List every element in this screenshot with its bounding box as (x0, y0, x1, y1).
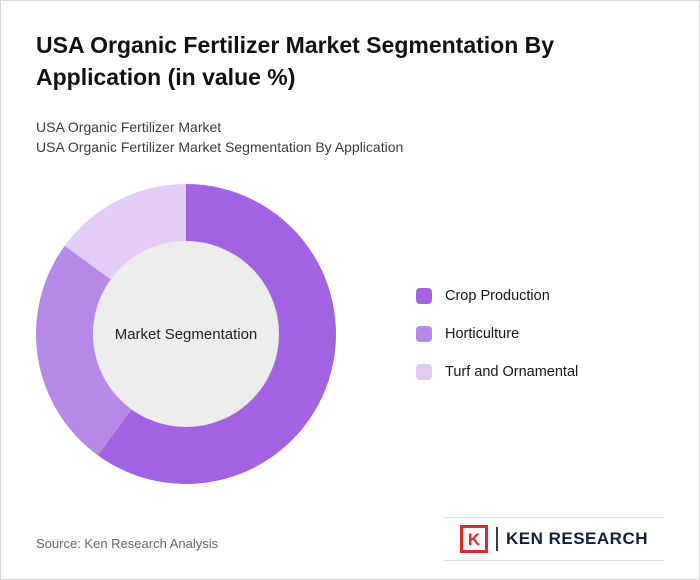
logo-divider (495, 527, 498, 551)
logo-k-icon: K (459, 525, 488, 553)
source-note: Source: Ken Research Analysis (36, 536, 219, 551)
donut-chart[interactable]: Market Segmentation (34, 182, 338, 486)
ken-research-logo: K KEN RESEARCH (444, 517, 664, 561)
legend-label: Turf and Ornamental (445, 364, 579, 380)
subtitle-line-2: USA Organic Fertilizer Market Segmentati… (36, 139, 404, 156)
brand-name: KEN RESEARCH (505, 529, 649, 548)
legend-swatch-icon (416, 326, 432, 342)
legend-item-horticulture[interactable]: Horticulture (416, 326, 578, 342)
legend-label: Crop Production (445, 288, 550, 304)
legend-swatch-icon (416, 288, 432, 304)
subtitle-line-1: USA Organic Fertilizer Market (36, 119, 222, 135)
chart-legend: Crop Production Horticulture Turf and Or… (416, 288, 578, 402)
legend-swatch-icon (416, 364, 432, 380)
legend-item-crop-production[interactable]: Crop Production (416, 288, 578, 304)
legend-item-turf-and-ornamental[interactable]: Turf and Ornamental (416, 364, 578, 380)
chart-subtitles: USA Organic Fertilizer Market USA Organi… (36, 117, 403, 158)
donut-center-circle (93, 241, 279, 427)
donut-svg[interactable] (34, 182, 338, 486)
legend-label: Horticulture (445, 326, 520, 342)
page-title: USA Organic Fertilizer Market Segmentati… (36, 32, 555, 91)
